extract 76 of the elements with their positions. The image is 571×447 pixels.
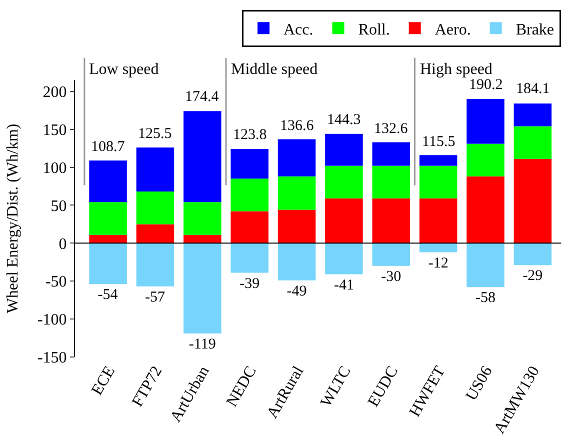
- annotation: 144.3: [327, 112, 361, 128]
- y-tick-label: -150: [37, 350, 67, 367]
- bar: [184, 243, 222, 334]
- bar: [325, 243, 363, 274]
- legend-label: Aero.: [434, 21, 471, 38]
- annotation: 136.6: [280, 118, 314, 134]
- bar: [419, 155, 458, 166]
- bar: [230, 211, 268, 244]
- data-label: -30: [381, 268, 402, 285]
- y-tick-label: 0: [58, 236, 67, 253]
- bar: [325, 134, 363, 166]
- text: Middle speed: [231, 61, 318, 78]
- y-tick-label: 200: [42, 84, 67, 101]
- bar: [278, 243, 316, 280]
- data-label: -41: [334, 277, 354, 294]
- bar: [136, 224, 174, 244]
- annotation: 123.8: [233, 127, 267, 143]
- bar: [89, 243, 127, 284]
- bar: [372, 243, 410, 266]
- bar: [230, 178, 268, 212]
- bar: [278, 210, 316, 244]
- bar: [419, 243, 458, 252]
- data-label: -39: [240, 276, 260, 292]
- bar: [325, 198, 363, 244]
- bar: [466, 176, 504, 244]
- bar: [230, 149, 268, 179]
- bar: [514, 126, 552, 159]
- y-tick-label: 100: [42, 160, 67, 177]
- annotation: 174.4: [185, 89, 220, 105]
- y-tick-label: -100: [37, 312, 67, 329]
- bar: [325, 166, 363, 198]
- bar: [278, 176, 316, 210]
- y-axis-title: Wheel Energy/Dist. (Wh/km): [4, 124, 22, 314]
- bar: [136, 243, 174, 286]
- bar: [136, 192, 174, 224]
- bar: [372, 198, 410, 244]
- bar: [230, 243, 268, 273]
- data-label: -49: [286, 283, 307, 300]
- annotation: 108.7: [91, 139, 126, 155]
- bar: [184, 234, 222, 244]
- annotation: 190.2: [469, 77, 503, 93]
- bar: [278, 139, 316, 176]
- bar: [514, 104, 552, 126]
- annotation: 125.5: [138, 126, 172, 142]
- annotation: 115.5: [422, 134, 456, 150]
- text: High speed: [420, 61, 492, 78]
- y-tick-label: 50: [50, 198, 67, 215]
- bar: [466, 144, 504, 176]
- data-label: -29: [522, 268, 543, 284]
- bar: [466, 98, 504, 144]
- bar: [89, 160, 127, 202]
- bar: [89, 202, 127, 235]
- bar: [372, 166, 410, 198]
- data-label: -119: [188, 336, 216, 352]
- y-tick-label: 150: [42, 122, 67, 139]
- bar: [372, 142, 410, 166]
- bar: [466, 243, 504, 288]
- bar: [184, 202, 222, 235]
- data-label: -57: [144, 289, 166, 306]
- legend-label: Acc.: [284, 21, 314, 38]
- bar: [419, 198, 458, 244]
- legend-label: Roll.: [358, 21, 390, 38]
- bar: [136, 148, 174, 192]
- bar: [514, 243, 552, 266]
- data-label: -58: [476, 290, 496, 306]
- annotation: 132.6: [374, 121, 408, 137]
- bar: [89, 234, 127, 244]
- legend-label: Brake: [516, 21, 554, 38]
- bar: [419, 166, 458, 198]
- annotation: 184.1: [516, 81, 550, 97]
- bar: [184, 111, 222, 202]
- data-label: -12: [428, 255, 448, 272]
- y-tick-label: -50: [45, 274, 67, 291]
- bar: [514, 158, 552, 244]
- text: Low speed: [89, 61, 159, 78]
- data-label: -54: [98, 287, 118, 304]
